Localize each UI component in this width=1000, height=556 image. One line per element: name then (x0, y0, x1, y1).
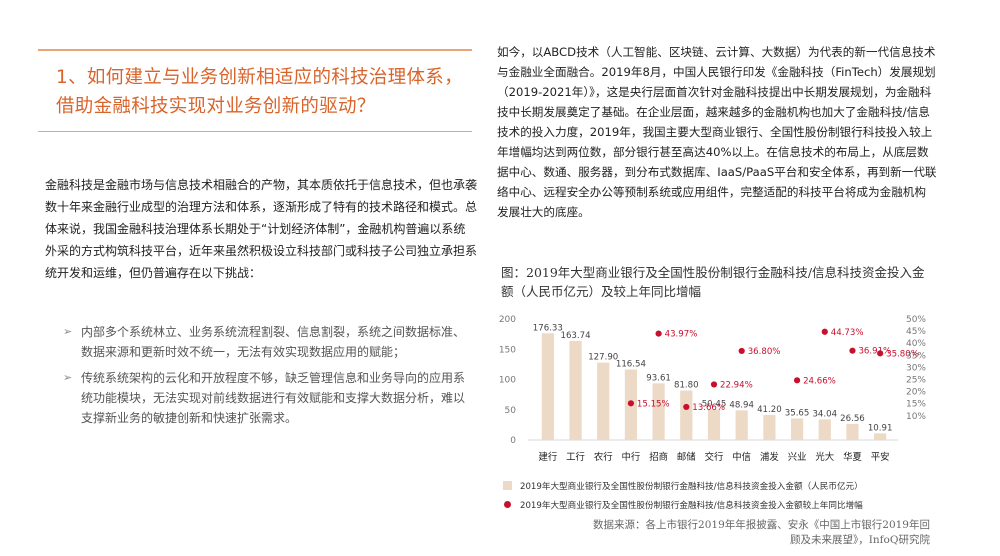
growth-label: 43.97% (665, 330, 698, 340)
category-label: 华夏 (843, 451, 862, 463)
growth-label: 22.94% (720, 380, 753, 390)
growth-label: 24.66% (803, 376, 836, 386)
bar-工行 (569, 340, 582, 440)
bar-华夏 (846, 423, 859, 440)
right-axis-tick-label: 35% (906, 351, 926, 361)
right-axis-tick-label: 50% (906, 315, 926, 325)
legend-bar-entry: 2019年大型商业银行及全国性股份制银行金融科技/信息科技资金投入金额（人民币亿… (503, 476, 863, 495)
chart-title: 图：2019年大型商业银行及全国性股份制银行金融科技/信息科技资金投入金额（人民… (501, 265, 925, 299)
category-label: 农行 (594, 451, 613, 463)
bar-value-label: 41.20 (757, 405, 782, 415)
legend-dot-entry: 2019年大型商业银行及全国性股份制银行金融科技/信息科技资金投入金额较上年同比… (503, 495, 863, 514)
category-label: 兴业 (788, 452, 807, 463)
bank-tech-investment-chart: 0 50 100 150 200 10% 15% 20% 25% 30% 35% 40% 45% 50% 1… (499, 315, 927, 463)
bar-平安 (874, 433, 887, 440)
left-axis-tick-label: 100 (499, 376, 516, 386)
bar-value-label: 116.54 (616, 359, 646, 369)
bar-招商 (652, 383, 665, 440)
bar-农行 (597, 362, 610, 440)
category-label: 光大 (815, 451, 834, 463)
left-axis-tick-label: 0 (510, 436, 516, 446)
chart-legend: 2019年大型商业银行及全国性股份制银行金融科技/信息科技资金投入金额（人民币亿… (503, 476, 863, 514)
category-label: 交行 (705, 451, 724, 463)
challenge-item-1: ➢ 内部多个系统林立、业务系统流程割裂、信息割裂，系统之间数据标准、数据来源和更… (63, 322, 475, 362)
category-label: 邮储 (677, 451, 696, 463)
challenge-text-2: 传统系统架构的云化和开放程度不够，缺乏管理信息和业务导向的应用系统功能模块，无法… (81, 371, 466, 425)
bar-中信 (735, 410, 748, 440)
bar-value-label: 26.56 (840, 414, 865, 424)
bar-swatch-icon (503, 481, 512, 490)
category-label: 平安 (871, 451, 890, 463)
challenge-list: ➢ 内部多个系统林立、业务系统流程割裂、信息割裂，系统之间数据标准、数据来源和更… (63, 322, 475, 434)
growth-dot-中信 (738, 347, 745, 355)
growth-dot-交行 (710, 381, 718, 388)
right-axis-tick-label: 45% (906, 327, 926, 337)
growth-dot-光大 (821, 328, 828, 335)
heading-text: 1、如何建立与业务创新相适应的科技治理体系，借助金融科技实现对业务创新的驱动？ (56, 67, 463, 117)
section-heading: 1、如何建立与业务创新相适应的科技治理体系，借助金融科技实现对业务创新的驱动？ (38, 49, 472, 132)
bar-value-label: 10.91 (868, 423, 893, 433)
growth-label: 36.80% (748, 347, 781, 357)
left-axis-tick-label: 50 (505, 406, 517, 416)
category-label: 工行 (566, 451, 585, 463)
heading-top-rule (38, 49, 472, 51)
heading-bottom-rule (38, 131, 472, 132)
data-source-note: 数据来源：各上市银行2019年年报披露、安永《中国上市银行2019年回顾及未来展… (593, 519, 930, 546)
left-axis-tick-label: 150 (499, 345, 516, 355)
category-label: 中行 (622, 451, 641, 463)
right-axis-tick-label: 25% (906, 376, 926, 386)
challenge-item-2: ➢ 传统系统架构的云化和开放程度不够，缺乏管理信息和业务导向的应用系统功能模块，… (63, 368, 475, 428)
right-axis-tick-label: 20% (906, 388, 926, 398)
bar-浦发 (763, 415, 776, 440)
bar-邮储 (680, 390, 693, 440)
bar-value-label: 176.33 (533, 323, 563, 333)
growth-dot-招商 (655, 330, 662, 337)
right-paragraph: 如今，以ABCD技术（人工智能、区块链、云计算、大数据）为代表的新一代信息技术与… (497, 45, 937, 219)
category-label: 中信 (732, 451, 751, 463)
bar-value-label: 50.45 (702, 399, 727, 409)
legend-dot-label: 2019年大型商业银行及全国性股份制银行金融科技/信息科技资金投入金额较上年同比… (520, 500, 863, 511)
category-label: 建行 (538, 451, 557, 463)
bar-value-label: 127.90 (588, 353, 618, 363)
bar-value-label: 81.80 (674, 381, 699, 391)
right-axis-tick-label: 30% (906, 363, 926, 373)
bar-value-label: 93.61 (646, 373, 671, 383)
bar-交行 (707, 409, 721, 440)
growth-label: 44.73% (831, 328, 864, 338)
legend-bar-label: 2019年大型商业银行及全国性股份制银行金融科技/信息科技资金投入金额（人民币亿… (520, 481, 863, 492)
growth-label: 36.91% (858, 347, 891, 357)
challenge-text-1: 内部多个系统林立、业务系统流程割裂、信息割裂，系统之间数据标准、数据来源和更新时… (81, 325, 466, 359)
growth-dot-兴业 (793, 377, 801, 384)
intro-paragraph: 金融科技是金融市场与信息技术相融合的产物，其本质依托于信息技术，但也承袭数十年来… (45, 178, 478, 280)
right-axis-tick-label: 15% (906, 400, 926, 410)
bar-建行 (541, 333, 554, 440)
growth-dot-邮储 (683, 403, 690, 411)
growth-dot-华夏 (849, 347, 856, 354)
growth-label: 13.66% (692, 403, 725, 413)
right-axis-tick-label: 40% (906, 339, 926, 349)
category-label: 招商 (649, 451, 668, 463)
bar-光大 (818, 419, 831, 440)
bar-value-label: 35.65 (785, 408, 810, 418)
arrow-bullet-icon: ➢ (63, 371, 73, 384)
growth-label: 15.15% (637, 399, 670, 409)
bar-value-label: 34.04 (812, 409, 837, 419)
arrow-bullet-icon: ➢ (63, 325, 73, 338)
right-axis-tick-label: 10% (906, 412, 926, 422)
growth-label: 35.80% (886, 349, 919, 359)
bar-value-label: 163.74 (560, 331, 590, 341)
red-dot-icon (504, 501, 511, 508)
category-label: 浦发 (760, 451, 779, 463)
growth-dot-中行 (627, 400, 635, 407)
bar-兴业 (790, 418, 804, 440)
bar-value-label: 48.94 (729, 400, 754, 410)
left-axis-tick-label: 200 (499, 315, 516, 325)
growth-dot-平安 (877, 350, 884, 357)
